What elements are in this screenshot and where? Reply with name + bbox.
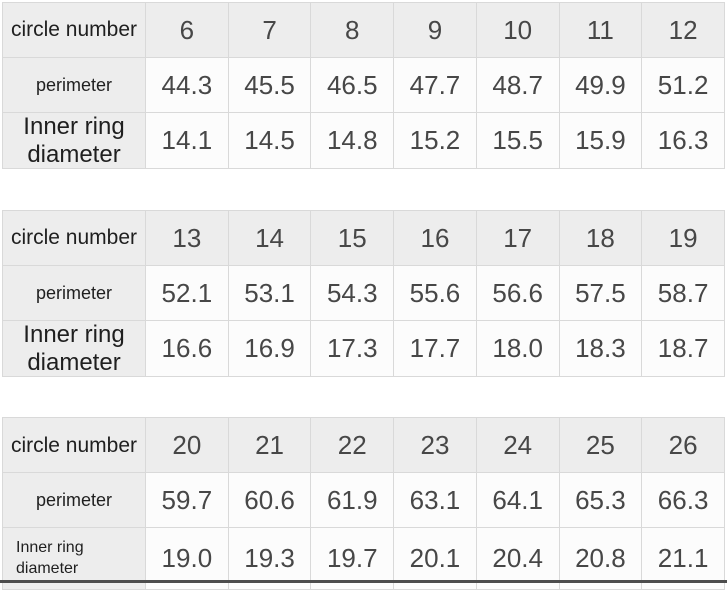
circle-number-label: circle number xyxy=(2,210,146,267)
perimeter-value: 65.3 xyxy=(558,472,643,529)
circle-number-label: circle number xyxy=(2,2,146,58)
perimeter-value: 58.7 xyxy=(641,265,725,322)
inner-diameter-value: 15.5 xyxy=(475,111,560,170)
inner-diameter-value: 17.7 xyxy=(393,320,477,378)
inner-diameter-value: 16.6 xyxy=(145,320,229,378)
circle-number-value: 16 xyxy=(393,210,477,267)
inner-diameter-value: 15.9 xyxy=(558,111,643,170)
circle-number-label: circle number xyxy=(2,417,146,474)
perimeter-value: 53.1 xyxy=(227,265,312,322)
perimeter-value: 45.5 xyxy=(227,57,312,113)
inner-diameter-value: 20.4 xyxy=(475,527,560,590)
perimeter-value: 56.6 xyxy=(475,265,560,322)
circle-number-value: 23 xyxy=(393,417,477,474)
circle-number-value: 18 xyxy=(558,210,643,267)
circle-number-value: 20 xyxy=(145,417,229,474)
inner-ring-diameter-row: Inner ring diameter 14.1 14.5 14.8 15.2 15.5 1… xyxy=(2,111,725,170)
circle-number-value: 21 xyxy=(227,417,312,474)
perimeter-value: 46.5 xyxy=(310,57,395,113)
perimeter-value: 54.3 xyxy=(310,265,395,322)
inner-ring-diameter-label: Inner ring diameter xyxy=(2,111,146,170)
inner-ring-diameter-row: Inner ring diameter 16.6 16.9 17.3 17.7 18.0 1… xyxy=(2,320,725,378)
perimeter-value: 59.7 xyxy=(145,472,229,529)
perimeter-value: 61.9 xyxy=(310,472,395,529)
circle-number-value: 12 xyxy=(641,2,725,58)
circle-number-value: 24 xyxy=(475,417,560,474)
perimeter-value: 55.6 xyxy=(393,265,477,322)
perimeter-value: 60.6 xyxy=(227,472,312,529)
bottom-edge-line xyxy=(0,580,727,583)
perimeter-value: 51.2 xyxy=(641,57,725,113)
circle-number-value: 10 xyxy=(475,2,560,58)
circle-number-value: 17 xyxy=(475,210,560,267)
perimeter-value: 57.5 xyxy=(558,265,643,322)
perimeter-value: 63.1 xyxy=(393,472,477,529)
circle-number-value: 11 xyxy=(558,2,643,58)
inner-diameter-value: 20.8 xyxy=(558,527,643,590)
perimeter-value: 64.1 xyxy=(475,472,560,529)
inner-diameter-value: 21.1 xyxy=(641,527,725,590)
circle-number-value: 22 xyxy=(310,417,395,474)
perimeter-value: 44.3 xyxy=(145,57,229,113)
circle-number-row: circle number 20 21 22 23 24 25 26 xyxy=(2,417,725,474)
inner-diameter-value: 15.2 xyxy=(393,111,477,170)
inner-ring-diameter-label: Inner ring diameter xyxy=(2,320,146,378)
circle-number-value: 19 xyxy=(641,210,725,267)
circle-number-value: 15 xyxy=(310,210,395,267)
perimeter-row: perimeter 52.1 53.1 54.3 55.6 56.6 57.5 58.7 xyxy=(2,265,725,322)
circle-number-row: circle number 6 7 8 9 10 11 12 xyxy=(2,2,725,58)
inner-diameter-value: 14.5 xyxy=(227,111,312,170)
inner-diameter-value: 19.7 xyxy=(310,527,395,590)
circle-number-value: 8 xyxy=(310,2,395,58)
inner-diameter-value: 19.3 xyxy=(227,527,312,590)
inner-diameter-value: 14.8 xyxy=(310,111,395,170)
perimeter-row: perimeter 44.3 45.5 46.5 47.7 48.7 49.9 51.2 xyxy=(2,57,725,113)
perimeter-value: 48.7 xyxy=(475,57,560,113)
perimeter-value: 47.7 xyxy=(393,57,477,113)
perimeter-value: 49.9 xyxy=(558,57,643,113)
inner-ring-diameter-row: Inner ring diameter 19.0 19.3 19.7 20.1 20.4 2… xyxy=(2,527,725,590)
perimeter-row: perimeter 59.7 60.6 61.9 63.1 64.1 65.3 66.3 xyxy=(2,472,725,529)
circle-number-value: 25 xyxy=(558,417,643,474)
circle-number-value: 14 xyxy=(227,210,312,267)
circle-table-2: circle number 13 14 15 16 17 18 19 perimeter 52.1… xyxy=(2,210,725,378)
perimeter-label: perimeter xyxy=(2,57,146,113)
inner-diameter-value: 18.3 xyxy=(558,320,643,378)
circle-table-3: circle number 20 21 22 23 24 25 26 perimeter 59.7… xyxy=(2,417,725,590)
inner-diameter-value: 17.3 xyxy=(310,320,395,378)
circle-number-value: 26 xyxy=(641,417,725,474)
perimeter-label: perimeter xyxy=(2,472,146,529)
circle-number-value: 13 xyxy=(145,210,229,267)
circle-number-value: 7 xyxy=(227,2,312,58)
perimeter-value: 52.1 xyxy=(145,265,229,322)
inner-ring-diameter-label: Inner ring diameter xyxy=(2,527,146,590)
inner-diameter-value: 16.3 xyxy=(641,111,725,170)
inner-diameter-value: 14.1 xyxy=(145,111,229,170)
circle-number-row: circle number 13 14 15 16 17 18 19 xyxy=(2,210,725,267)
circle-number-value: 9 xyxy=(393,2,477,58)
inner-diameter-value: 16.9 xyxy=(227,320,312,378)
perimeter-value: 66.3 xyxy=(641,472,725,529)
inner-diameter-value: 18.7 xyxy=(641,320,725,378)
inner-diameter-value: 20.1 xyxy=(393,527,477,590)
inner-diameter-value: 18.0 xyxy=(475,320,560,378)
perimeter-label: perimeter xyxy=(2,265,146,322)
circle-number-value: 6 xyxy=(145,2,229,58)
inner-diameter-value: 19.0 xyxy=(145,527,229,590)
circle-table-1: circle number 6 7 8 9 10 11 12 perimeter 44.3 45.5… xyxy=(2,2,725,170)
